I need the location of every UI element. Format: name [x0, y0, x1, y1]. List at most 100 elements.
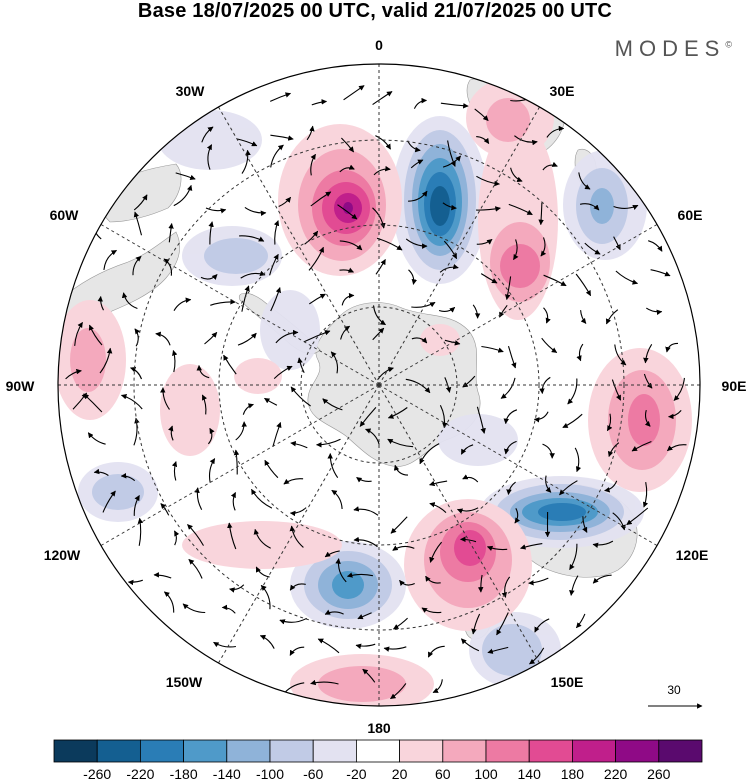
lon-label-60w: 60W: [50, 207, 80, 223]
wind-arrow: [543, 307, 551, 324]
wind-arrow: [310, 679, 339, 686]
map-boundary: [57, 63, 701, 707]
wind-arrow: [242, 403, 254, 415]
wind-arrow: [201, 394, 208, 415]
colorbar-swatch: [658, 739, 703, 763]
wind-arrow: [270, 134, 294, 141]
colorbar-swatch: [226, 739, 271, 763]
wind-arrow: [269, 92, 292, 102]
wind-arrow: [545, 475, 552, 493]
wind-arrow: [439, 263, 459, 273]
wind-arrow: [155, 331, 171, 346]
wind-arrow: [168, 223, 174, 243]
colorbar-tick-label: -100: [256, 766, 284, 782]
colorbar-tick-label: 260: [647, 766, 671, 782]
wind-arrow: [341, 292, 355, 306]
wind-arrow: [290, 386, 311, 407]
wind-arrow: [365, 428, 380, 445]
wind-arrow: [393, 464, 409, 476]
wind-arrow: [120, 472, 136, 482]
wind-arrow: [168, 425, 174, 441]
wind-arrow: [650, 269, 671, 277]
wind-arrow: [324, 609, 344, 615]
wind-arrow: [175, 172, 196, 181]
wind-arrow: [273, 220, 280, 245]
wind-arrow: [390, 516, 408, 534]
reference-vector-label: 30: [667, 683, 681, 697]
wind-arrow: [200, 274, 218, 280]
wind-arrow: [340, 325, 351, 340]
wind-arrow: [462, 474, 479, 483]
wind-arrow: [390, 683, 407, 700]
wind-arrow: [543, 274, 567, 287]
wind-arrow: [447, 140, 456, 167]
wind-streamlines: [65, 85, 687, 700]
wind-arrow: [356, 476, 372, 483]
colorbar-tick-label: -20: [346, 766, 366, 782]
wind-arrow: [221, 604, 236, 614]
wind-arrow: [290, 440, 308, 449]
colorbar-swatch: [572, 739, 617, 763]
wind-arrow: [487, 646, 509, 654]
wind-arrow: [508, 203, 533, 216]
colorbar-swatch: [312, 739, 357, 763]
wind-arrow: [480, 273, 498, 284]
wind-arrow: [133, 495, 140, 516]
wind-arrow: [171, 461, 178, 481]
reference-vector: 30: [648, 683, 703, 709]
colorbar: -260 -220 -180 -140 -100 -60 -20 20 60 100 140 180 2…: [53, 739, 703, 782]
map-title: Base 18/07/2025 00 UTC, valid 21/07/2025…: [137, 0, 613, 22]
colorbar-swatch: [399, 739, 444, 763]
wind-arrow: [297, 357, 305, 374]
lon-label-150w: 150W: [166, 674, 203, 690]
brand-name: MODES: [614, 36, 726, 61]
wind-arrow: [393, 617, 408, 630]
wind-arrow: [499, 304, 508, 318]
wind-arrow: [476, 406, 486, 434]
wind-arrow: [605, 309, 619, 325]
colorbar-tick-label: 180: [561, 766, 585, 782]
wind-arrow: [631, 440, 652, 452]
wind-arrow: [99, 347, 113, 374]
wind-arrow: [255, 566, 270, 578]
wind-arrow: [208, 221, 214, 245]
wind-arrow: [65, 368, 82, 380]
wind-arrow: [643, 344, 653, 364]
colorbar-swatch: [269, 739, 314, 763]
wind-arrow: [373, 165, 391, 176]
wind-arrow: [472, 304, 481, 319]
wind-arrow: [330, 351, 339, 374]
wind-arrow: [486, 545, 508, 552]
wind-arrow: [575, 613, 586, 629]
wind-arrow: [327, 453, 339, 479]
wind-arrow: [204, 331, 218, 345]
wind-arrow: [505, 276, 512, 301]
wind-arrow: [235, 421, 248, 441]
wind-arrow: [503, 440, 517, 455]
wind-arrow: [542, 443, 555, 459]
wind-arrow: [160, 503, 170, 516]
wind-arrow: [201, 126, 214, 143]
colorbar-tick-label: -220: [126, 766, 154, 782]
wind-arrow: [310, 153, 316, 176]
wind-arrow: [359, 407, 377, 427]
wind-arrow: [353, 506, 379, 516]
wind-arrow: [272, 421, 282, 448]
wind-arrow: [576, 343, 584, 362]
wind-arrow: [130, 367, 143, 380]
wind-arrow: [474, 108, 489, 121]
wind-arrow: [103, 249, 117, 270]
wind-arrow: [562, 413, 583, 428]
wind-arrow: [207, 427, 215, 445]
wind-arrow: [513, 239, 519, 261]
wind-arrow: [429, 541, 443, 563]
wind-arrow: [194, 487, 203, 510]
wind-arrow: [372, 327, 385, 341]
wind-arrow: [196, 364, 210, 379]
modes-logo: MODES©: [615, 36, 732, 62]
wind-arrow: [476, 136, 490, 144]
colorbar-tick-label: 60: [435, 766, 451, 782]
wind-arrow: [324, 550, 340, 558]
